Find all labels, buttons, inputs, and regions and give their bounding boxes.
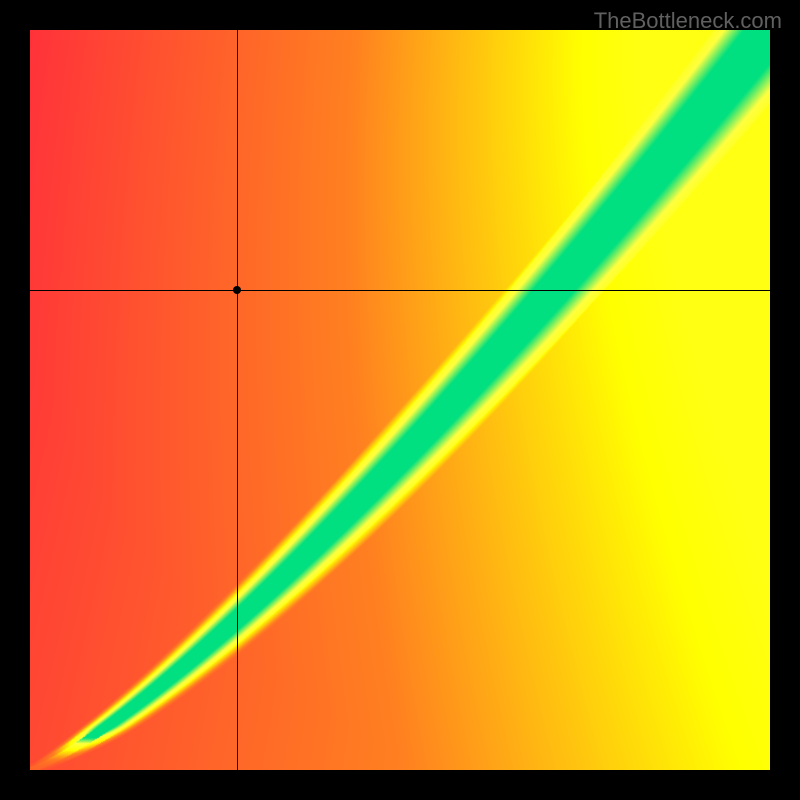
data-point-marker	[233, 286, 241, 294]
heatmap-canvas	[30, 30, 770, 770]
heatmap-plot	[30, 30, 770, 770]
crosshair-vertical	[237, 30, 238, 770]
watermark-text: TheBottleneck.com	[594, 8, 782, 34]
chart-container: TheBottleneck.com	[0, 0, 800, 800]
crosshair-horizontal	[30, 290, 770, 291]
